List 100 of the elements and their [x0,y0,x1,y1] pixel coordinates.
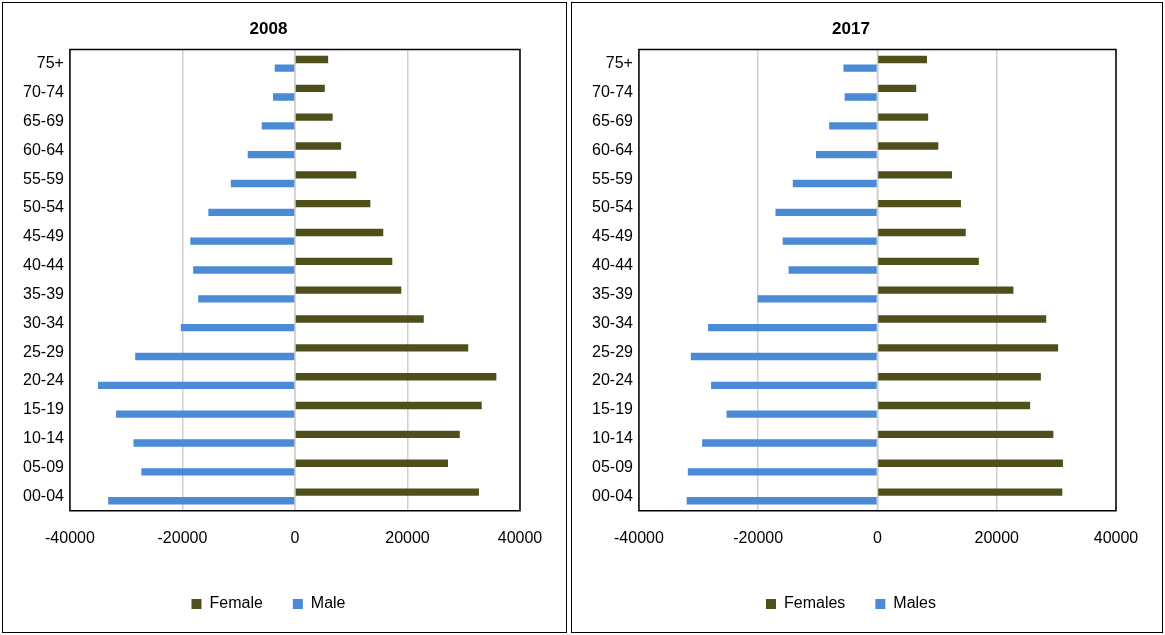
bar [190,237,295,245]
bar [844,93,877,101]
bar [247,150,295,159]
bar [878,55,927,64]
bar [686,497,877,505]
bar [108,497,295,505]
bar [757,295,877,303]
y-tick-label: 50-54 [23,198,65,216]
bar [208,208,295,217]
bar [829,122,877,130]
chart-title: 2008 [249,18,288,38]
legend-label: Males [893,594,937,612]
x-tick-label: -40000 [614,528,664,546]
bar [878,142,939,150]
y-tick-label: 70-74 [592,83,634,101]
bar [878,344,1059,352]
bar [878,430,1054,439]
bar [295,373,497,381]
bar [135,352,295,361]
y-tick-label: 60-64 [23,140,65,158]
bar [116,410,295,418]
x-tick-label: 20000 [385,528,430,546]
bar [273,93,295,101]
y-tick-label: 10-14 [23,429,65,447]
bar [788,266,877,274]
x-tick-label: 0 [873,528,883,546]
y-tick-label: 20-24 [592,371,634,389]
bar [295,84,325,93]
bar [295,55,329,64]
bar [708,324,877,332]
bar [295,344,469,352]
bar [98,381,295,390]
bar [295,459,448,467]
bar [878,257,979,266]
y-tick-label: 25-29 [23,342,65,360]
legend-label: Females [783,594,846,612]
x-tick-label: -40000 [45,528,95,546]
y-tick-label: 70-74 [23,83,65,101]
bar [295,142,342,150]
y-tick-label: 50-54 [592,198,634,216]
bar [687,468,877,476]
bar [878,228,966,237]
bar [295,315,424,323]
bar [878,84,917,93]
y-tick-label: 15-19 [592,400,634,418]
bar [878,113,929,121]
bar [274,64,295,72]
bar [295,200,371,208]
y-tick-label: 60-64 [592,140,634,158]
y-tick-label: 75+ [36,54,64,72]
bar [843,64,877,72]
bar [180,324,295,332]
y-tick-label: 35-39 [23,284,65,302]
bar [295,171,357,179]
bar [782,237,877,245]
y-tick-label: 20-24 [23,371,65,389]
y-tick-label: 25-29 [592,342,634,360]
x-tick-label: -20000 [733,528,784,546]
legend-label: Female [209,594,263,612]
bar [775,208,877,217]
y-tick-label: 30-34 [592,313,634,331]
y-tick-label: 55-59 [23,169,65,187]
y-tick-label: 35-39 [592,284,634,302]
y-tick-label: 65-69 [592,111,634,129]
legend-label: Male [310,594,346,612]
y-tick-label: 40-44 [23,256,65,274]
bar [816,150,877,159]
y-tick-label: 75+ [605,54,633,72]
y-tick-label: 10-14 [592,429,634,447]
y-tick-label: 65-69 [23,111,65,129]
x-tick-label: -20000 [157,528,208,546]
bar [878,373,1041,381]
bar [878,488,1063,496]
y-tick-label: 55-59 [592,169,634,187]
y-tick-label: 00-04 [592,486,634,504]
bar [295,286,402,294]
chart-title: 2017 [832,18,870,38]
y-tick-label: 05-09 [592,457,634,475]
bar [792,179,877,188]
bar [261,122,295,130]
bar [878,315,1047,323]
bar [295,488,479,496]
x-tick-label: 40000 [1093,528,1139,546]
bar [690,352,877,361]
bar [711,381,877,390]
x-tick-label: 0 [290,528,300,546]
y-tick-label: 45-49 [592,227,634,245]
x-tick-label: 40000 [497,528,543,546]
bar [702,439,877,447]
bar [726,410,877,418]
bar [878,286,1014,294]
bar [878,200,961,208]
bar [295,430,460,439]
bar [878,459,1063,467]
y-tick-label: 45-49 [23,227,65,245]
bar [193,266,295,274]
bar [230,179,295,188]
bar [295,113,333,121]
bar [295,257,393,266]
bar [295,228,384,237]
